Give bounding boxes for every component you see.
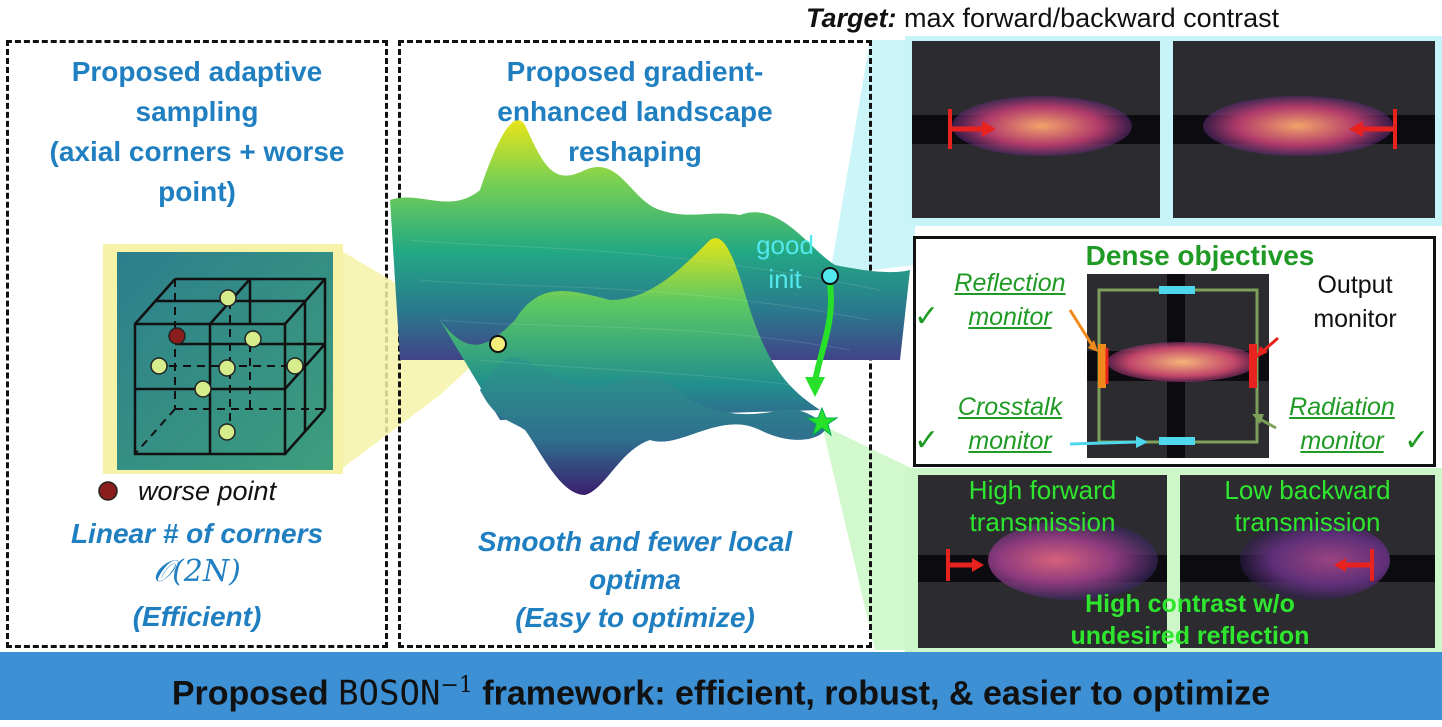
crosstalk-check-icon: ✓ xyxy=(914,424,940,457)
transmission-line: High forward xyxy=(968,475,1117,505)
monitor-label-line: Radiation xyxy=(1289,393,1395,421)
source-arrow xyxy=(946,549,984,581)
contrast-line: High contrast w/o xyxy=(1085,590,1295,618)
title-line: Proposed gradient- xyxy=(506,56,764,87)
efficiency-label: (Efficient) xyxy=(132,601,262,632)
corner-point xyxy=(150,357,168,375)
back-ridge xyxy=(390,120,910,360)
title-line: sampling xyxy=(135,96,259,127)
landscape-caption: Smooth and fewer local optima (Easy to o… xyxy=(410,523,860,637)
source-arrow xyxy=(1349,109,1397,149)
crosstalk-monitor-bottom xyxy=(1159,437,1195,445)
radiation-monitor-label: Radiation monitor xyxy=(1272,390,1412,458)
landscape-title: Proposed gradient- enhanced landscape re… xyxy=(440,52,830,172)
worse-point-label: worse point xyxy=(138,476,277,506)
optimized-forward-field-image xyxy=(918,475,1167,648)
field-glow xyxy=(1240,520,1390,600)
source-arrow xyxy=(948,109,996,149)
title-line: enhanced landscape xyxy=(497,96,773,127)
target-text: max forward/backward contrast xyxy=(904,3,1280,33)
source-arrow xyxy=(1334,549,1374,581)
monitor-label-line: Reflection xyxy=(954,269,1066,297)
landscape-surface xyxy=(390,120,910,495)
output-monitor xyxy=(1249,344,1257,388)
title-line: reshaping xyxy=(568,136,702,167)
title-line: (axial corners + worse xyxy=(49,136,345,167)
front-valley xyxy=(480,357,826,495)
title-line: Proposed adaptive xyxy=(71,56,323,87)
good-init-line: good xyxy=(756,230,814,260)
linear-corners-label: Linear # of corners xyxy=(70,518,324,549)
good-init-label: good init xyxy=(740,228,830,296)
low-backward-label: Low backward transmission xyxy=(1180,474,1435,538)
transmission-line: transmission xyxy=(969,507,1116,537)
reflection-monitor-label: Reflection monitor xyxy=(940,266,1080,334)
field-glow xyxy=(1107,342,1257,382)
corner-point xyxy=(194,380,212,398)
caption-line: optima xyxy=(589,564,681,595)
corner-point xyxy=(218,359,236,377)
footer-boson: BOSON xyxy=(338,673,441,714)
cyan-projection xyxy=(830,40,915,275)
monitor-layout-image xyxy=(1087,274,1269,458)
monitor-label-line: monitor xyxy=(1300,427,1384,455)
good-init-point xyxy=(821,267,839,285)
monitor-label-line: Crosstalk xyxy=(957,393,1063,421)
high-forward-label: High forward transmission xyxy=(918,474,1167,538)
optimized-backward-field-image xyxy=(1180,475,1435,648)
corner-point xyxy=(219,289,237,307)
optimum-star-icon xyxy=(805,406,839,437)
transmission-line: Low backward xyxy=(1224,475,1391,505)
footer-text: Proposed BOSON−1 framework: efficient, r… xyxy=(0,652,1442,720)
initial-forward-field-image xyxy=(912,41,1160,218)
cube-diagram xyxy=(117,252,333,470)
contrast-line: undesired reflection xyxy=(1070,622,1310,650)
sampling-cube-image xyxy=(103,244,343,474)
descent-arrow xyxy=(812,283,834,383)
corner-point xyxy=(244,330,262,348)
target-heading: Target: max forward/backward contrast xyxy=(806,0,1442,36)
caption-line: Smooth and fewer local xyxy=(477,526,793,557)
green-projection xyxy=(822,425,915,650)
footer-part2: framework: efficient, robust, & easier t… xyxy=(472,674,1271,713)
corner-point xyxy=(218,423,236,441)
worse-point-dot xyxy=(168,327,186,345)
high-contrast-label: High contrast w/o undesired reflection xyxy=(1010,588,1370,652)
monitor-label-line: monitor xyxy=(1313,305,1397,333)
field-glow xyxy=(988,520,1158,600)
crosstalk-monitor-top xyxy=(1159,286,1195,294)
complexity-formula: 𝒪(2N) xyxy=(153,554,241,589)
monitor-pointers xyxy=(1068,309,1279,448)
good-init-line: init xyxy=(768,264,802,294)
footer-exponent: −1 xyxy=(440,673,473,698)
output-monitor-label: Output monitor xyxy=(1280,268,1430,336)
optimization-path xyxy=(805,267,839,437)
corner-point xyxy=(286,357,304,375)
reflection-check-icon: ✓ xyxy=(914,300,940,333)
title-line: point) xyxy=(158,176,236,207)
adaptive-sampling-title: Proposed adaptive sampling (axial corner… xyxy=(10,52,384,212)
crosstalk-monitor-label: Crosstalk monitor xyxy=(940,390,1080,458)
worse-point-legend-dot xyxy=(98,481,118,501)
transmission-line: transmission xyxy=(1234,507,1381,537)
sample-point-marker xyxy=(489,335,507,353)
monitor-label-line: Output xyxy=(1317,271,1393,299)
monitor-label-line: monitor xyxy=(968,303,1052,331)
dense-objectives-title: Dense objectives xyxy=(1085,240,1315,271)
footer-bar xyxy=(0,652,1442,720)
caption-line: (Easy to optimize) xyxy=(515,602,755,633)
target-prefix: Target: xyxy=(806,3,897,33)
initial-backward-field-image xyxy=(1173,41,1435,218)
radiation-check-icon: ✓ xyxy=(1404,424,1430,457)
reflection-monitor xyxy=(1098,344,1106,388)
footer-part1: Proposed xyxy=(171,674,339,713)
monitor-label-line: monitor xyxy=(968,427,1052,455)
arrow-head xyxy=(805,377,825,397)
monitor-overlay xyxy=(1097,286,1259,445)
